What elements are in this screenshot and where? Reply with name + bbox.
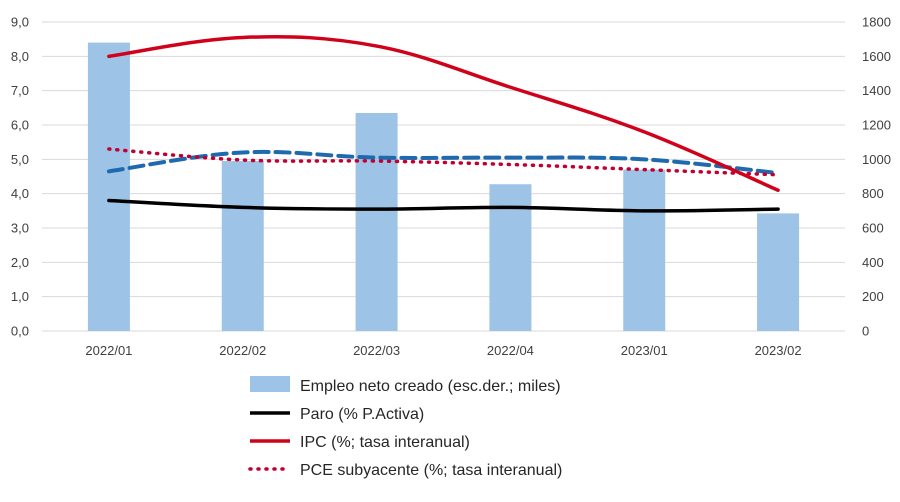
y-left-tick-label: 7,0 bbox=[11, 83, 29, 98]
gridlines bbox=[42, 21, 845, 332]
legend-label: PCE subyacente (%; tasa interanual) bbox=[300, 462, 562, 479]
lines-layer bbox=[106, 34, 781, 213]
y-left-tick-label: 9,0 bbox=[11, 15, 29, 30]
bar-empleo bbox=[87, 42, 130, 331]
series-line-2 bbox=[107, 34, 780, 192]
y-left-tick-label: 3,0 bbox=[11, 221, 29, 236]
y-left-tick-label: 1,0 bbox=[11, 289, 29, 304]
series-line-1 bbox=[107, 198, 780, 213]
x-tick-label: 2023/01 bbox=[621, 343, 668, 358]
series-line-4 bbox=[106, 149, 781, 176]
x-tick-label: 2022/01 bbox=[85, 343, 132, 358]
y-right-tick-label: 1800 bbox=[862, 15, 891, 30]
y-right-tick-label: 200 bbox=[862, 289, 884, 304]
bar-empleo bbox=[757, 213, 800, 331]
y-right-tick-label: 0 bbox=[862, 324, 869, 339]
series-line-3 bbox=[107, 147, 780, 177]
y-right-tick-label: 1200 bbox=[862, 118, 891, 133]
x-tick-label: 2022/02 bbox=[219, 343, 266, 358]
legend-swatch bbox=[250, 376, 290, 392]
y-right-tick-label: 600 bbox=[862, 221, 884, 236]
legend: Empleo neto creado (esc.der.; miles) Paro… bbox=[248, 376, 562, 479]
x-tick-label: 2022/04 bbox=[487, 343, 534, 358]
y-left-tick-label: 8,0 bbox=[11, 49, 29, 64]
y-right-tick-label: 1000 bbox=[862, 152, 891, 167]
bar-empleo bbox=[623, 169, 666, 331]
bar-empleo bbox=[221, 161, 264, 331]
legend-label: Empleo neto creado (esc.der.; miles) bbox=[300, 378, 561, 395]
y-left-tick-label: 0,0 bbox=[11, 324, 29, 339]
y-left-tick-label: 5,0 bbox=[11, 152, 29, 167]
legend-label: IPC (%; tasa interanual) bbox=[300, 434, 470, 451]
legend-label: Paro (% P.Activa) bbox=[300, 406, 424, 423]
y-right-tick-label: 1600 bbox=[862, 49, 891, 64]
bars-layer bbox=[87, 42, 800, 331]
x-tick-label: 2023/02 bbox=[755, 343, 802, 358]
y-left-tick-label: 6,0 bbox=[11, 118, 29, 133]
y-left-tick-label: 2,0 bbox=[11, 255, 29, 270]
y-right-tick-label: 400 bbox=[862, 255, 884, 270]
y-left-tick-label: 4,0 bbox=[11, 186, 29, 201]
axes-layer: 0,0 1,0 2,0 3,0 4,0 5,0 6,0 7,0 8,0 9,0 0 200 400 600… bbox=[11, 15, 891, 359]
y-right-tick-label: 1400 bbox=[862, 83, 891, 98]
bar-empleo bbox=[355, 112, 398, 331]
y-right-tick-label: 800 bbox=[862, 186, 884, 201]
x-tick-label: 2022/03 bbox=[353, 343, 400, 358]
